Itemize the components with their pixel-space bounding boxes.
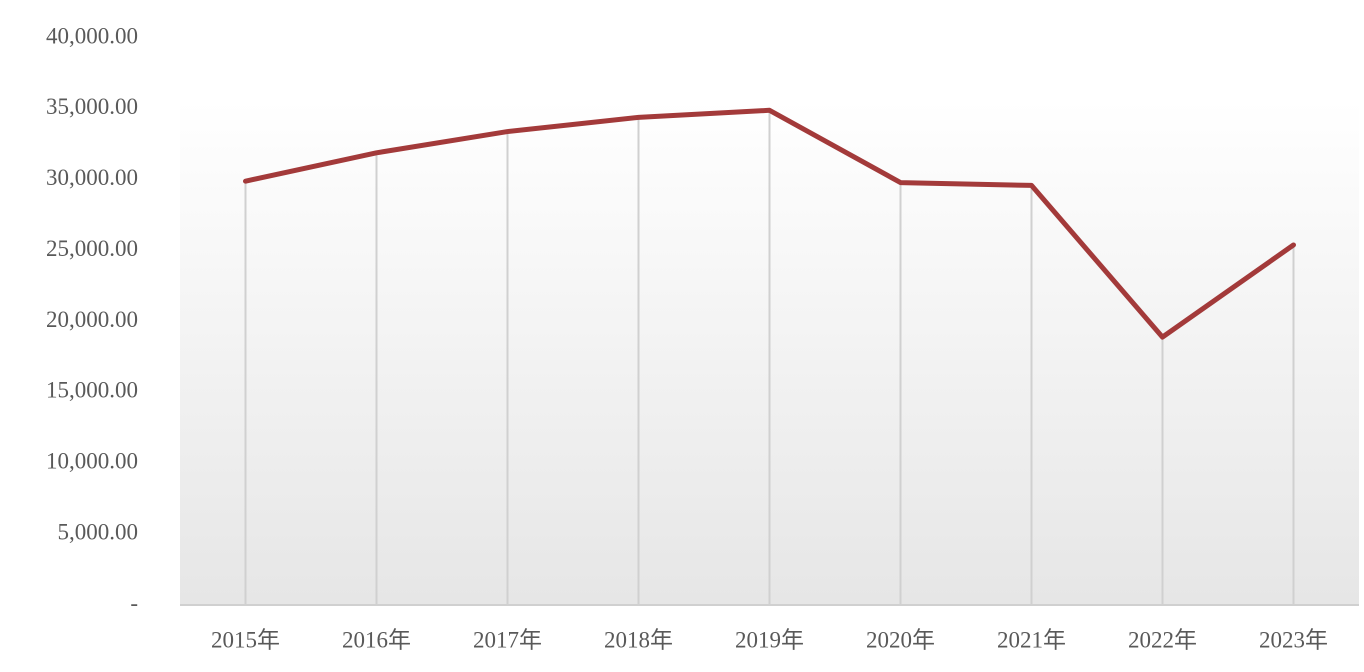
x-tick-label: 2017年: [473, 627, 542, 652]
y-tick-label: 30,000.00: [46, 165, 138, 190]
y-tick-label: 5,000.00: [58, 519, 139, 544]
x-tick-label: 2023年: [1259, 627, 1328, 652]
x-tick-label: 2018年: [604, 627, 673, 652]
x-tick-label: 2021年: [997, 627, 1066, 652]
y-tick-label: 25,000.00: [46, 236, 138, 261]
y-tick-label: 35,000.00: [46, 94, 138, 119]
x-tick-label: 2015年: [211, 627, 280, 652]
y-tick-label: 10,000.00: [46, 449, 138, 474]
y-tick-label: 40,000.00: [46, 23, 138, 48]
x-tick-label: 2016年: [342, 627, 411, 652]
data-line: [243, 107, 1296, 340]
x-tick-label: 2020年: [866, 627, 935, 652]
y-tick-label: -: [130, 590, 138, 615]
x-tick-label: 2022年: [1128, 627, 1197, 652]
y-tick-label: 15,000.00: [46, 378, 138, 403]
x-tick-label: 2019年: [735, 627, 804, 652]
y-tick-label: 20,000.00: [46, 307, 138, 332]
